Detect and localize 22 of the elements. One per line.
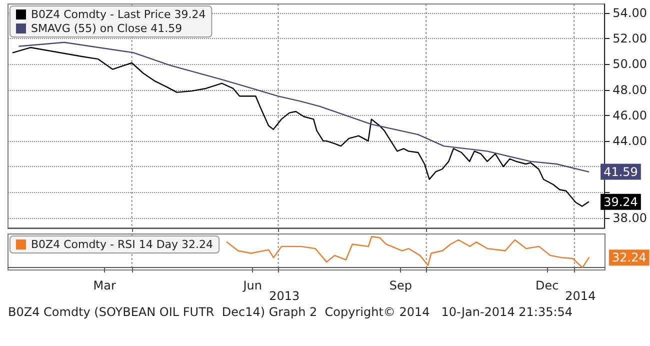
y-tick-label: 38.00 <box>612 210 648 225</box>
x-tick-label: Mar <box>93 278 116 292</box>
y-tick-label: 54.00 <box>612 6 648 20</box>
x-tick-label: Dec <box>535 278 559 292</box>
data-label: 41.59 <box>604 164 638 179</box>
x-tick-label: Jun <box>242 278 262 292</box>
line-series <box>18 42 590 172</box>
y-tick-label: 48.00 <box>612 82 648 97</box>
data-label: 39.24 <box>604 194 638 209</box>
legend-label: SMAVG (55) on Close 41.59 <box>31 22 182 35</box>
text: B0Z4 Comdty (SOYBEAN OIL FUTR Dec14) Graph 2 Copyright© 2014 10-Jan-2014 21:35:54 <box>8 305 573 319</box>
y-tick-label: 44.00 <box>612 134 648 148</box>
line-series <box>12 46 590 207</box>
y-tick-label: 52.00 <box>612 32 648 46</box>
x-tick-label: Sep <box>389 278 412 292</box>
legend-label: B0Z4 Comdty - Last Price 39.24 <box>31 8 206 21</box>
text: 2013 <box>269 289 300 303</box>
legend-label: B0Z4 Comdty - RSI 14 Day 32.24 <box>31 238 214 251</box>
text: 2014 <box>565 289 596 303</box>
y-tick-label: 46.00 <box>612 108 648 122</box>
y-tick-label: 50.00 <box>612 57 648 72</box>
annotation: 32.24 <box>612 250 646 265</box>
